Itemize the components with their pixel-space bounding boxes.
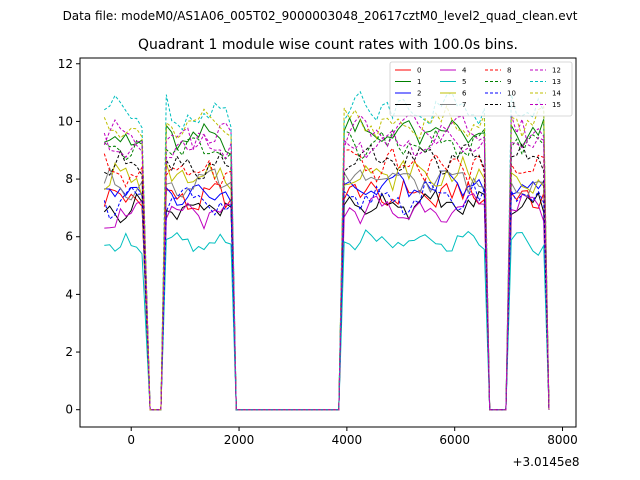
x-offset-label: +3.0145e8 [512,455,579,469]
x-tick-label: 0 [127,433,135,447]
x-tick-label: 6000 [439,433,470,447]
series-line-12 [103,114,550,411]
y-tick-label: 4 [65,287,73,301]
legend-label-1: 1 [417,78,421,86]
x-tick-label: 2000 [224,433,255,447]
legend-label-0: 0 [417,67,421,75]
legend-label-9: 9 [507,78,511,86]
y-tick-label: 6 [65,230,73,244]
series-line-11 [104,142,550,411]
legend-label-2: 2 [417,90,421,98]
y-tick-label: 2 [65,345,73,359]
legend-label-3: 3 [417,101,421,109]
axes-frame [79,57,577,428]
chart-suptitle: Data file: modeM0/AS1A06_005T02_90000030… [63,9,578,23]
y-tick-label: 10 [58,114,73,128]
x-tick-label: 4000 [332,433,363,447]
series-line-15 [103,124,550,411]
legend-label-13: 13 [552,78,561,86]
legend-label-15: 15 [552,101,561,109]
legend-label-11: 11 [507,101,516,109]
plot-area [103,90,550,411]
y-tick-label: 8 [65,172,73,186]
legend-label-8: 8 [507,67,511,75]
chart-title: Quadrant 1 module wise count rates with … [138,37,518,53]
x-tick-label: 8000 [547,433,578,447]
y-tick-label: 12 [58,57,73,71]
legend-label-4: 4 [462,67,467,75]
legend-label-6: 6 [462,90,467,98]
legend-label-10: 10 [507,90,516,98]
legend-label-5: 5 [462,78,466,86]
y-tick-label: 0 [65,403,73,417]
legend-label-12: 12 [552,67,561,75]
legend-label-14: 14 [552,90,561,98]
legend-label-7: 7 [462,101,466,109]
legend-box [389,61,573,117]
